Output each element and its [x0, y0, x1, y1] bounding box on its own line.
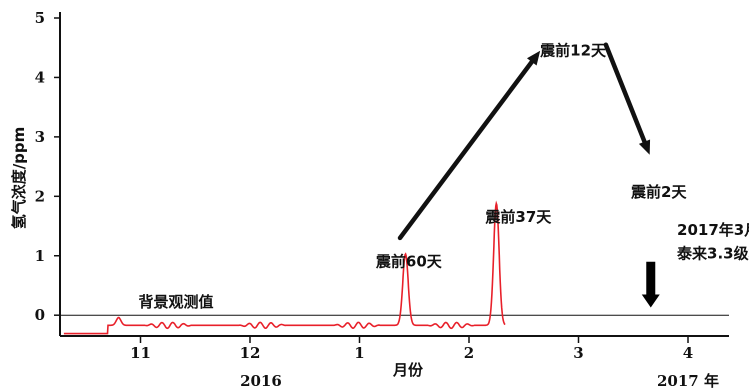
y-axis-title: 氢气浓度/ppm: [10, 127, 28, 230]
year-label: 2016: [240, 372, 282, 389]
y-tick-label: 0: [35, 306, 45, 324]
annotation-label: 震前12天: [540, 41, 607, 59]
annotation-label: 2017年3月27日: [677, 221, 749, 239]
series-layer: [63, 34, 630, 335]
series-line: [63, 200, 506, 335]
y-tick-label: 3: [35, 128, 45, 146]
annotation-label: 震前60天: [376, 252, 443, 270]
earthquake-arrow: [641, 261, 660, 308]
y-tick-label: 5: [35, 9, 45, 27]
trend-arrow-line: [603, 42, 647, 144]
background-baseline: 背景观测值: [60, 293, 729, 316]
x-tick-label: 2: [464, 344, 474, 362]
year-label: 2017 年: [657, 372, 719, 389]
trend-arrow-line: [397, 59, 535, 241]
annotation-label: 震前37天: [485, 208, 552, 226]
y-tick-label: 1: [35, 247, 45, 265]
x-axis-title: 月份: [392, 361, 424, 379]
x-tick-label: 1: [354, 344, 364, 362]
arrows-layer: [397, 42, 660, 308]
y-tick-label: 2: [35, 187, 45, 205]
baseline-label: 背景观测值: [138, 293, 213, 311]
x-tick-label: 4: [683, 344, 693, 362]
y-tick-label: 4: [35, 68, 45, 86]
trend-arrow-head: [526, 50, 541, 66]
annotation-label: 震前2天: [631, 183, 687, 201]
trend-arrow-head: [638, 139, 651, 155]
annotation-label: 泰来3.3级地震: [676, 245, 749, 263]
x-tick-label: 11: [130, 344, 151, 362]
x-tick-label: 3: [573, 344, 583, 362]
x-tick-label: 12: [240, 344, 261, 362]
